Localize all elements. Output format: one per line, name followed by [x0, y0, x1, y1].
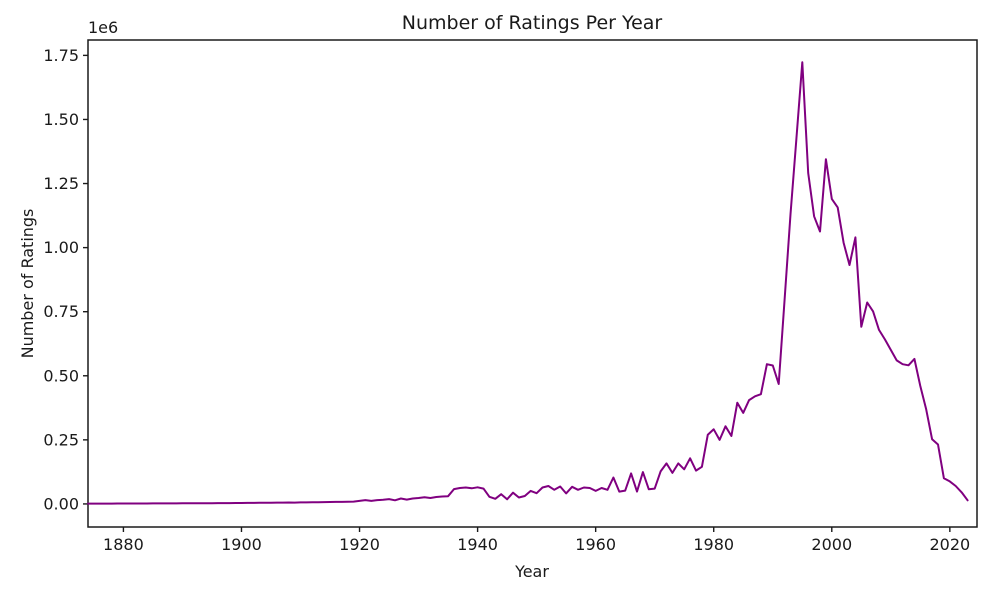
x-tick-label: 1960: [575, 535, 616, 554]
x-tick-label: 1920: [339, 535, 380, 554]
y-tick-label: 0.25: [43, 430, 79, 449]
x-tick-label: 2000: [811, 535, 852, 554]
x-tick-label: 1940: [457, 535, 498, 554]
x-tick-label: 1900: [221, 535, 262, 554]
y-tick-label: 0.75: [43, 302, 79, 321]
x-tick-label: 1980: [693, 535, 734, 554]
x-axis-label: Year: [514, 562, 549, 581]
plot-area: [87, 39, 978, 528]
x-tick-label: 1880: [103, 535, 144, 554]
y-tick-label: 1.00: [43, 238, 79, 257]
x-axis-ticks: 1880 1900 1920 1940 1960 1980 2000 2020: [103, 527, 970, 554]
y-axis-label: Number of Ratings: [18, 209, 37, 359]
y-axis-offset-label: 1e6: [88, 18, 118, 37]
ratings-line-series: [87, 61, 969, 505]
y-axis-ticks: 0.00 0.25 0.50 0.75 1.00 1.25 1.50 1.75: [43, 46, 88, 513]
y-tick-label: 1.75: [43, 46, 79, 65]
chart-title: Number of Ratings Per Year: [402, 12, 663, 34]
y-tick-label: 1.25: [43, 174, 79, 193]
y-tick-label: 0.00: [43, 494, 79, 513]
y-tick-label: 1.50: [43, 110, 79, 129]
x-tick-label: 2020: [929, 535, 970, 554]
y-tick-label: 0.50: [43, 366, 79, 385]
